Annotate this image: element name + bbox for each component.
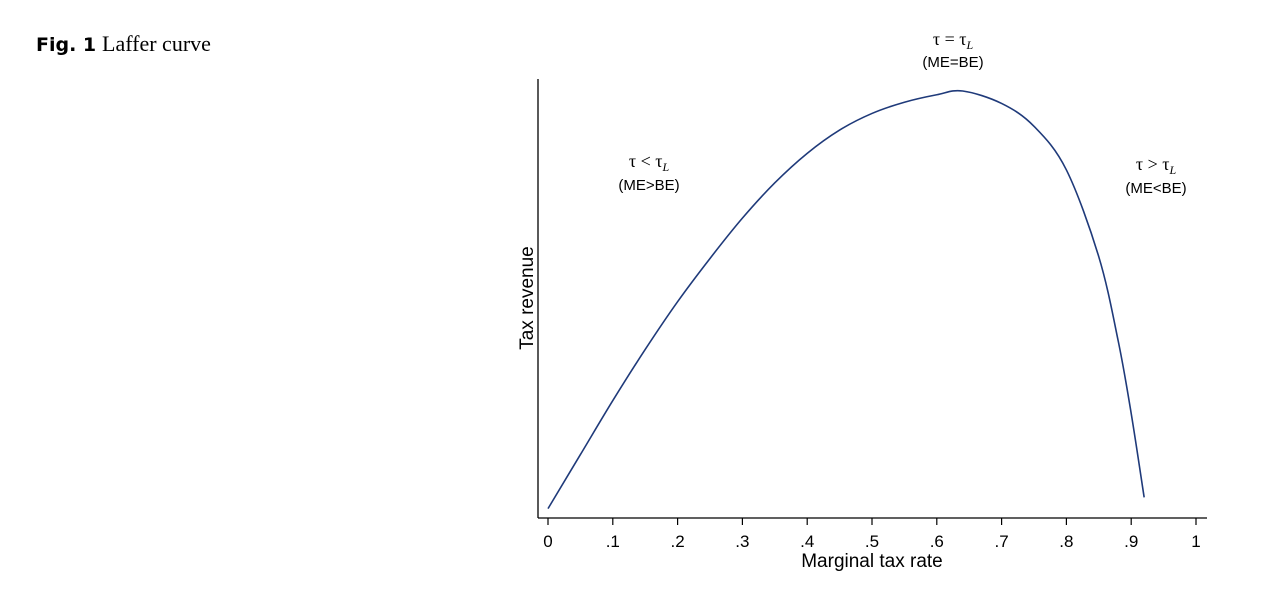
annotation-middle-formula: τ = τL [933, 29, 974, 52]
x-tick-label: .3 [735, 532, 749, 551]
annotation-right-formula: τ > τL [1136, 154, 1177, 177]
figure-title: Laffer curve [102, 31, 211, 56]
x-tick-label: 0 [543, 532, 552, 551]
y-axis-title: Tax revenue [517, 246, 538, 350]
x-tick-label: 1 [1191, 532, 1200, 551]
x-axis-title: Marginal tax rate [801, 551, 943, 572]
annotation-left: τ < τL (ME>BE) [618, 151, 679, 194]
laffer-curve-line [547, 89, 1145, 510]
annotation-middle: τ = τL (ME=BE) [922, 29, 983, 71]
x-tick-label: .2 [671, 532, 685, 551]
x-axis-ticks: 0 .1 .2 .3 .4 .5 .6 .7 .8 .9 1 [543, 518, 1201, 551]
x-tick-label: .9 [1124, 532, 1138, 551]
x-tick-label: .1 [606, 532, 620, 551]
annotation-left-formula: τ < τL [629, 151, 670, 174]
annotation-right-note: (ME<BE) [1125, 180, 1186, 197]
x-tick-label: .4 [800, 532, 814, 551]
figure-label: Fig. 1 [36, 34, 97, 56]
annotation-left-note: (ME>BE) [618, 177, 679, 194]
x-tick-label: .8 [1059, 532, 1073, 551]
annotation-right: τ > τL (ME<BE) [1125, 154, 1186, 197]
figure-caption: Fig. 1 Laffer curve [36, 31, 211, 57]
x-tick-label: .7 [995, 532, 1009, 551]
x-tick-label: .5 [865, 532, 879, 551]
x-tick-label: .6 [930, 532, 944, 551]
annotation-middle-note: (ME=BE) [922, 54, 983, 71]
